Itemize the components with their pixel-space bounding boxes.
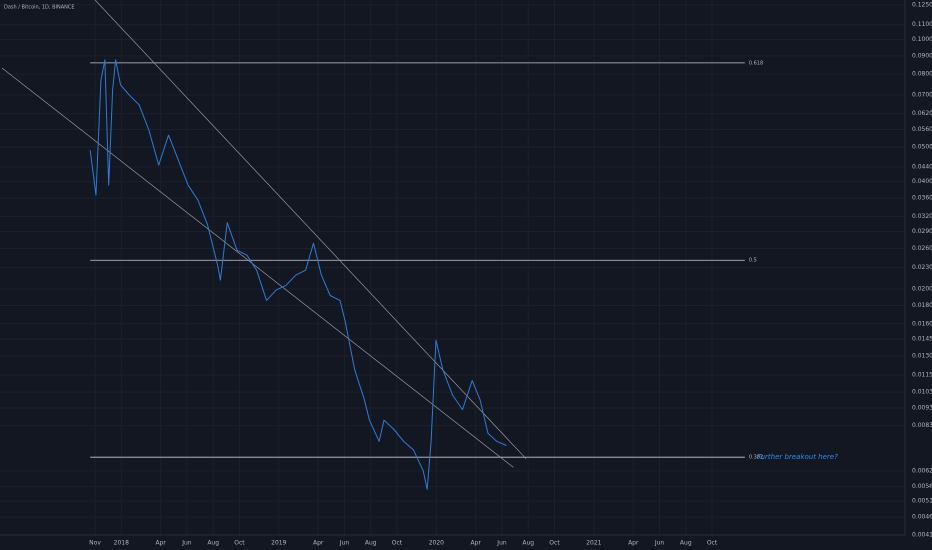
annotation: Further breakout here? — [757, 453, 838, 461]
axes: 0.125000 0.110000 0.100000 0.090000 0.080000… — [89, 1, 932, 546]
x-tick-label: Jun — [339, 540, 350, 547]
x-tick-label: Apr — [471, 540, 482, 547]
y-tick-label: 0.080000 — [912, 71, 932, 78]
y-tick-label: 0.110000 — [912, 21, 932, 28]
x-tick-label: Nov — [89, 540, 101, 547]
x-tick-label: Aug — [522, 540, 534, 547]
y-tick-label: 0.044000 — [912, 163, 932, 170]
y-tick-label: 0.008300 — [912, 422, 932, 429]
y-tick-label: 0.018000 — [912, 302, 932, 309]
x-tick-label: Jun — [654, 540, 665, 547]
y-tick-label: 0.004600 — [912, 514, 932, 521]
x-tick-label: Aug — [207, 540, 219, 547]
x-tick-label: 2020 — [429, 540, 444, 547]
y-tick-label: 0.010300 — [912, 389, 932, 396]
x-tick-label: Apr — [155, 540, 166, 547]
x-tick-label: 2018 — [114, 540, 129, 547]
x-tick-label: Apr — [313, 540, 324, 547]
y-tick-label: 0.056000 — [912, 126, 932, 133]
x-tick-label: Oct — [549, 540, 560, 547]
y-tick-label: 0.070000 — [912, 91, 932, 98]
x-tick-label: Aug — [680, 540, 692, 547]
y-tick-label: 0.125000 — [912, 1, 932, 8]
trendline — [1, 67, 514, 468]
x-tick-label: 2021 — [586, 540, 601, 547]
y-tick-label: 0.050000 — [912, 144, 932, 151]
y-tick-label: 0.006200 — [912, 467, 932, 474]
y-tick-label: 0.009300 — [912, 404, 932, 411]
trendline — [94, 0, 527, 460]
fib-label: 0.618 — [749, 60, 763, 66]
y-tick-label: 0.090000 — [912, 52, 932, 59]
y-tick-label: 0.032000 — [912, 213, 932, 220]
y-tick-label: 0.100000 — [912, 36, 932, 43]
y-tick-label: 0.023000 — [912, 264, 932, 271]
x-tick-label: Jun — [496, 540, 507, 547]
x-tick-label: Oct — [234, 540, 245, 547]
y-tick-label: 0.036000 — [912, 194, 932, 201]
x-tick-label: Jun — [181, 540, 192, 547]
y-tick-label: 0.014500 — [912, 336, 932, 343]
y-tick-label: 0.016000 — [912, 320, 932, 327]
x-tick-label: 2019 — [271, 540, 286, 547]
y-tick-label: 0.029000 — [912, 228, 932, 235]
x-tick-label: Aug — [365, 540, 377, 547]
chart-title: Dash / Bitcoin, 1D, BINANCE — [4, 5, 75, 11]
y-tick-label: 0.062000 — [912, 110, 932, 117]
price-line — [89, 59, 507, 490]
y-tick-label: 0.026000 — [912, 245, 932, 252]
y-tick-label: 0.040000 — [912, 178, 932, 185]
x-tick-label: Apr — [628, 540, 639, 547]
y-tick-label: 0.013000 — [912, 352, 932, 359]
grid — [0, 0, 905, 535]
x-tick-label: Oct — [392, 540, 403, 547]
x-tick-label: Oct — [707, 540, 718, 547]
fib-label: 0.382 — [749, 455, 763, 461]
y-tick-label: 0.011500 — [912, 372, 932, 379]
fib-label: 0.5 — [749, 258, 757, 264]
y-tick-label: 0.020000 — [912, 286, 932, 293]
y-tick-label: 0.005600 — [912, 483, 932, 490]
y-tick-label: 0.004100 — [912, 532, 932, 539]
y-tick-label: 0.005100 — [912, 498, 932, 505]
